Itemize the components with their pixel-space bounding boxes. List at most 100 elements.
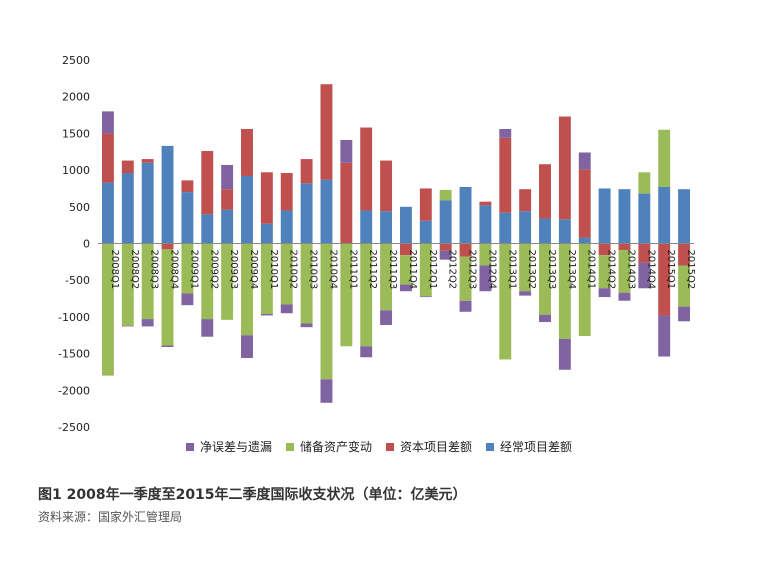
bar-2014Q3-series-1 [618,243,631,251]
bar-2011Q3-series-0 [380,211,393,244]
x-category-label: 2014Q4 [645,250,656,290]
legend-swatch-reserve [285,442,294,451]
bar-2009Q3-series-3 [221,164,234,190]
legend-label-current: 经常项目差额 [500,440,573,454]
bar-2010Q1-series-1 [260,172,273,224]
legend-item-reserve: 储备资产变动 [285,438,372,455]
bar-2010Q4-series-2 [320,243,333,380]
bar-2014Q2-series-1 [598,243,611,256]
bar-2014Q4-series-2 [638,172,651,194]
bar-2009Q3-series-2 [221,243,234,320]
x-category-label: 2015Q1 [665,250,676,290]
bar-2014Q2-series-2 [598,255,611,289]
bar-2009Q4-series-0 [241,175,253,244]
x-category-label: 2009Q3 [228,250,239,290]
bar-2010Q2-series-0 [280,210,293,244]
bar-2010Q3-series-3 [300,323,313,328]
bar-2015Q2-series-1 [678,243,691,266]
x-category-label: 2008Q3 [149,250,160,290]
bar-2013Q1-series-0 [499,212,512,244]
legend-item-current: 经常项目差额 [486,438,572,455]
bar-2015Q2-series-2 [678,265,691,307]
bar-2014Q3-series-0 [618,189,631,244]
x-category-label: 2012Q4 [486,250,497,290]
bar-2012Q4-series-3 [479,265,492,292]
bar-2011Q2-series-0 [360,210,373,244]
bar-2013Q1-series-2 [499,243,512,360]
bar-2015Q1-series-2 [658,129,671,187]
x-category-label: 2014Q3 [625,250,636,290]
x-category-label: 2012Q1 [427,250,438,290]
bar-2013Q3-series-2 [539,243,551,315]
x-category-label: 2013Q1 [506,250,517,290]
bar-2008Q1-series-2 [101,243,114,376]
legend-swatch-errors [185,442,194,451]
bar-2014Q1-series-1 [578,169,591,238]
bar-2008Q1-series-3 [101,111,114,134]
bar-2015Q1-series-0 [658,186,671,244]
bar-2014Q4-series-3 [638,262,651,289]
x-category-label: 2009Q1 [188,250,199,290]
legend-label-capital: 资本项目差额 [400,440,473,454]
legend-item-errors: 净误差与遗漏 [185,438,272,455]
bar-2010Q3-series-0 [300,183,313,244]
bar-2013Q2-series-1 [519,189,532,212]
y-tick-label: 1000 [62,164,90,177]
bar-2009Q1-series-1 [181,180,194,193]
y-tick-label: 500 [69,201,90,214]
y-tick-label: 1500 [62,127,90,140]
bar-2008Q2-series-0 [121,173,134,244]
bar-2008Q1-series-0 [101,182,114,244]
bar-2008Q3-series-1 [141,159,154,163]
bar-2010Q1-series-3 [260,313,273,316]
bar-2008Q4-series-2 [161,249,174,346]
bar-2014Q3-series-2 [618,250,631,293]
bar-2011Q4-series-3 [399,284,412,292]
x-category-label: 2009Q2 [208,250,219,290]
bar-2008Q4-series-0 [161,145,174,244]
bar-2010Q4-series-0 [320,179,333,244]
y-tick-label: 2000 [62,91,90,104]
y-tick-label: 2500 [62,54,90,67]
x-category-label: 2010Q4 [327,250,338,290]
bar-2015Q2-series-3 [678,306,691,322]
bar-2011Q1-series-2 [340,243,353,347]
bar-2008Q3-series-3 [141,319,154,327]
bar-2010Q2-series-3 [280,304,293,314]
y-tick-label: -1500 [58,348,90,361]
bar-2014Q4-series-1 [638,243,651,263]
x-category-label: 2011Q3 [387,250,398,290]
bar-2010Q2-series-2 [280,243,293,305]
bar-2009Q3-series-1 [221,189,234,210]
bar-2012Q2-series-0 [439,200,452,244]
x-category-label: 2012Q3 [467,250,478,290]
x-category-label: 2013Q3 [546,250,557,290]
bar-2011Q4-series-0 [399,206,412,244]
x-category-label: 2010Q2 [288,250,299,290]
bar-2008Q2-series-3 [121,325,134,327]
x-category-label: 2013Q2 [526,250,537,290]
legend-swatch-capital [386,442,394,451]
bar-2011Q1-series-3 [340,140,353,163]
bar-2012Q4-series-0 [479,205,492,244]
legend-label-errors: 净误差与遗漏 [199,440,272,454]
x-category-label: 2008Q2 [129,250,140,290]
legend-label-reserve: 储备资产变动 [299,440,372,454]
bar-2015Q2-series-0 [678,189,691,244]
bar-2012Q1-series-1 [419,188,432,221]
x-category-label: 2009Q4 [248,250,259,290]
bar-2009Q2-series-2 [201,243,214,320]
bar-2009Q2-series-3 [201,319,214,337]
bar-2012Q3-series-3 [459,300,472,312]
bar-2010Q3-series-2 [300,243,313,324]
bar-2014Q1-series-3 [578,152,591,170]
bar-2013Q2-series-3 [519,291,532,296]
y-tick-label: 0 [83,238,90,251]
bar-2014Q1-series-2 [578,243,591,336]
bar-2014Q2-series-3 [598,288,611,298]
x-category-label: 2011Q4 [407,250,418,290]
y-tick-label: -500 [65,274,90,287]
bar-2009Q3-series-0 [221,209,234,244]
bar-2012Q3-series-2 [459,256,472,301]
x-category-label: 2008Q4 [169,250,180,290]
